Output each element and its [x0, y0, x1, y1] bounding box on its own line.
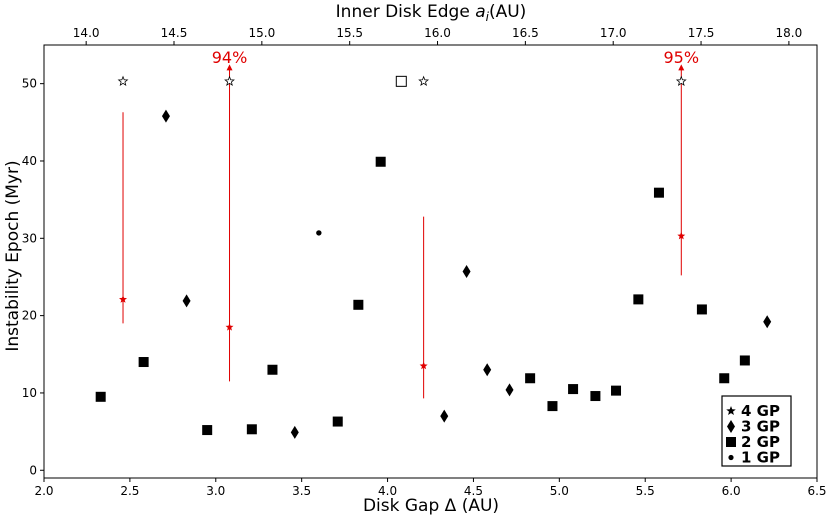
- plot-marks: 94% 95%: [95, 48, 772, 439]
- top-x-tick-label: 16.5: [512, 26, 539, 40]
- top-x-tick-label: 15.5: [336, 26, 363, 40]
- square-point: [267, 364, 278, 375]
- percent-annotation: 95%: [664, 48, 700, 67]
- square-point: [353, 299, 364, 310]
- legend-entry: 3 GP: [727, 418, 780, 436]
- legend-box: [721, 395, 792, 467]
- diamond-point: [161, 109, 170, 123]
- top-axis-label-unit: (AU): [489, 2, 526, 22]
- x-tick-label: 2.5: [120, 484, 139, 498]
- red-star-point: [677, 231, 686, 240]
- legend-entry: 1 GP: [728, 449, 780, 467]
- y-tick-label: 10: [22, 386, 37, 400]
- square-point: [719, 373, 730, 384]
- y-tick-label: 40: [22, 154, 37, 168]
- square-point: [95, 391, 106, 402]
- x-axis-label: Disk Gap Δ (AU): [363, 496, 499, 516]
- square-point: [375, 156, 386, 167]
- x-tick-label: 6.5: [807, 484, 826, 498]
- square-point: [696, 304, 707, 315]
- red-star-point: [419, 361, 428, 370]
- diamond-point: [763, 315, 772, 329]
- square-point: [611, 385, 622, 396]
- square-point: [138, 357, 149, 368]
- open-star-point: [675, 75, 687, 86]
- plot-frame: [43, 44, 818, 479]
- square-point: [525, 373, 536, 384]
- y-tick-label: 20: [22, 309, 37, 323]
- top-x-tick-label: 17.0: [600, 26, 627, 40]
- top-x-tick-label: 14.0: [73, 26, 100, 40]
- top-axis-label: Inner Disk Edge ai(AU): [336, 2, 527, 24]
- legend-diamond-marker: [727, 420, 735, 433]
- legend-square-marker: [726, 437, 736, 447]
- x-tick-label: 4.0: [378, 484, 397, 498]
- legend-dot-marker: [728, 454, 734, 461]
- top-axis-label-symbol: a: [475, 2, 485, 22]
- legend-entries: 4 GP3 GP2 GP1 GP: [726, 402, 780, 467]
- legend-label: 2 GP: [741, 433, 780, 451]
- diamond-point: [182, 294, 191, 308]
- dot-point: [316, 230, 322, 236]
- open-star-point: [117, 75, 129, 86]
- y-tick-label: 0: [29, 463, 37, 477]
- x-tick-label: 5.5: [636, 484, 655, 498]
- x-tick-label: 3.5: [292, 484, 311, 498]
- legend-entry: 2 GP: [726, 433, 780, 451]
- square-point: [547, 401, 558, 412]
- left-axis: 0 10 20 30 40 50: [22, 77, 44, 477]
- y-axis-label: Instability Epoch (Myr): [3, 160, 23, 351]
- y-tick-label: 50: [22, 77, 37, 91]
- legend-label: 4 GP: [741, 402, 780, 420]
- bottom-axis: 2.0 2.5 3.0 3.5 4.0 4.5 5.0 5.5 6.0 6.5: [34, 478, 827, 498]
- error-bar-arrowhead: [226, 64, 233, 71]
- diamond-point: [440, 409, 449, 423]
- square-point: [246, 424, 257, 435]
- percent-annotation: 94%: [212, 48, 248, 67]
- square-point: [202, 425, 213, 436]
- diamond-point: [505, 383, 514, 397]
- open-star-point: [224, 75, 235, 86]
- legend-label: 1 GP: [741, 449, 780, 467]
- top-x-tick-label: 18.0: [776, 26, 803, 40]
- red-star-point: [225, 323, 234, 331]
- top-x-tick-label: 17.5: [688, 26, 715, 40]
- x-tick-label: 2.0: [34, 484, 53, 498]
- diamond-point: [483, 363, 492, 377]
- square-point: [653, 187, 664, 198]
- top-axis-label-text: Inner Disk Edge: [336, 2, 470, 22]
- open-square-point: [395, 75, 407, 87]
- red-star-point: [119, 295, 128, 303]
- square-point: [568, 384, 579, 395]
- x-tick-label: 3.0: [206, 484, 225, 498]
- top-axis-label-subscript: i: [486, 10, 490, 24]
- square-point: [739, 355, 750, 366]
- x-tick-label: 6.0: [722, 484, 741, 498]
- legend: 4 GP3 GP2 GP1 GP: [721, 395, 792, 467]
- x-tick-label: 5.0: [550, 484, 569, 498]
- square-point: [590, 391, 601, 402]
- legend-label: 3 GP: [741, 418, 780, 436]
- diamond-point: [290, 425, 299, 439]
- top-x-tick-label: 16.0: [424, 26, 451, 40]
- square-point: [332, 416, 343, 427]
- open-star-point: [418, 75, 430, 86]
- y-tick-label: 30: [22, 231, 37, 245]
- diamond-point: [462, 265, 471, 279]
- legend-star-marker: [726, 406, 736, 416]
- top-axis: 14.0 14.5 15.0 15.5 16.0 16.5 17.0 17.5 18.0: [73, 26, 802, 45]
- error-bar-arrowhead: [678, 64, 685, 71]
- x-tick-label: 4.5: [464, 484, 483, 498]
- top-x-tick-label: 15.0: [248, 26, 275, 40]
- legend-entry: 4 GP: [726, 402, 780, 420]
- square-point: [633, 294, 644, 305]
- top-x-tick-label: 14.5: [161, 26, 188, 40]
